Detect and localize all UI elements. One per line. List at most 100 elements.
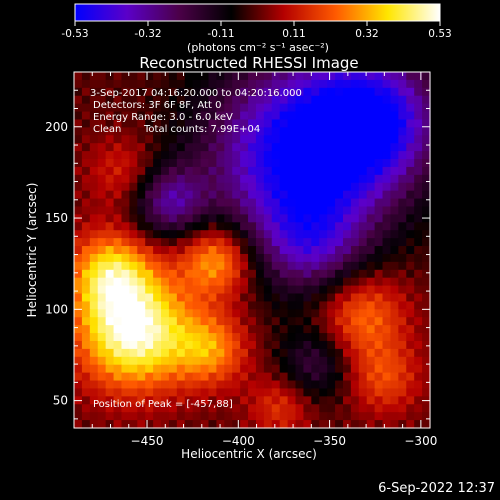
heatmap-cell xyxy=(74,95,83,105)
heatmap-cell xyxy=(366,222,376,231)
heatmap-cell xyxy=(105,412,115,421)
heatmap-cell xyxy=(224,309,233,318)
heatmap-cell xyxy=(342,348,352,358)
heatmap-cell xyxy=(335,238,344,247)
heatmap-cell xyxy=(168,372,178,382)
heatmap-cell xyxy=(295,396,305,405)
heatmap-cell xyxy=(358,277,368,287)
heatmap-cell xyxy=(200,135,210,144)
heatmap-cell xyxy=(89,380,99,390)
heatmap-cell xyxy=(327,388,336,397)
heatmap-cell xyxy=(105,253,115,263)
heatmap-cell xyxy=(406,285,415,295)
heatmap-cell xyxy=(406,87,415,97)
heatmap-cell xyxy=(319,388,328,397)
heatmap-cell xyxy=(414,261,423,271)
heatmap-cell xyxy=(105,380,115,390)
heatmap-cell xyxy=(255,230,265,239)
heatmap-cell xyxy=(295,174,305,184)
heatmap-cell xyxy=(81,348,91,358)
heatmap-cell xyxy=(327,72,336,81)
heatmap-cell xyxy=(406,356,415,366)
heatmap-cell xyxy=(192,127,202,136)
heatmap-cell xyxy=(105,135,115,144)
heatmap-cell xyxy=(390,412,399,421)
heatmap-cell xyxy=(303,412,312,421)
heatmap-cell xyxy=(168,159,178,168)
heatmap-cell xyxy=(81,301,91,310)
heatmap-cell xyxy=(398,127,407,136)
heatmap-cell xyxy=(303,364,312,374)
heatmap-cell xyxy=(145,127,154,136)
heatmap-cell xyxy=(374,269,384,279)
heatmap-cell xyxy=(97,269,107,279)
heatmap-cell xyxy=(287,246,297,255)
heatmap-cell xyxy=(279,285,289,295)
heatmap-cell xyxy=(358,364,368,374)
heatmap-cell xyxy=(137,246,146,255)
heatmap-cell xyxy=(350,388,360,397)
heatmap-cell xyxy=(263,309,273,318)
heatmap-cell xyxy=(129,325,138,334)
heatmap-cell xyxy=(240,111,249,121)
heatmap-cell xyxy=(168,111,178,121)
heatmap-cell xyxy=(105,333,115,342)
heatmap-cell xyxy=(208,119,217,128)
heatmap-cell xyxy=(303,396,312,405)
heatmap-cell xyxy=(319,174,328,184)
heatmap-cell xyxy=(176,420,186,429)
heatmap-cell xyxy=(382,333,392,342)
heatmap-cell xyxy=(271,79,281,89)
heatmap-cell xyxy=(216,269,225,279)
heatmap-cell xyxy=(271,127,281,136)
heatmap-cell xyxy=(406,396,415,405)
heatmap-cell xyxy=(240,420,249,429)
heatmap-cell xyxy=(398,143,407,152)
heatmap-cell xyxy=(342,404,352,413)
heatmap-cell xyxy=(113,119,123,128)
heatmap-cell xyxy=(121,127,130,136)
heatmap-cell xyxy=(398,238,407,247)
total-counts-text: Total counts: 7.99E+04 xyxy=(143,124,260,135)
heatmap-cell xyxy=(279,119,289,128)
heatmap-cell xyxy=(145,293,154,303)
heatmap-cell xyxy=(414,317,423,326)
heatmap-cell xyxy=(327,333,336,342)
heatmap-cell xyxy=(327,261,336,271)
heatmap-cell xyxy=(319,166,328,176)
heatmap-cell xyxy=(192,301,202,310)
heatmap-cell xyxy=(105,190,115,200)
heatmap-cell xyxy=(374,420,384,429)
heatmap-cell xyxy=(74,420,83,429)
y-tick-label: 150 xyxy=(45,211,68,225)
heatmap-cell xyxy=(374,87,384,97)
heatmap-cell xyxy=(414,111,423,121)
heatmap-cell xyxy=(113,396,123,405)
heatmap-cell xyxy=(311,246,320,255)
peak-position-text: Position of Peak = [-457,88] xyxy=(93,399,233,410)
heatmap-cell xyxy=(74,230,83,239)
heatmap-cell xyxy=(74,285,83,295)
heatmap-cell xyxy=(390,103,399,113)
heatmap-cell xyxy=(374,127,384,136)
heatmap-cell xyxy=(129,396,138,405)
heatmap-cell xyxy=(240,301,249,310)
heatmap-cell xyxy=(216,214,225,223)
heatmap-cell xyxy=(295,222,305,231)
heatmap-cell xyxy=(311,127,320,136)
heatmap-cell xyxy=(176,246,186,255)
heatmap-cell xyxy=(161,230,170,239)
heatmap-cell xyxy=(263,404,273,413)
heatmap-cell xyxy=(200,301,210,310)
heatmap-cell xyxy=(311,230,320,239)
heatmap-cell xyxy=(327,412,336,421)
heatmap-cell xyxy=(295,238,305,247)
heatmap-cell xyxy=(113,127,123,136)
heatmap-cell xyxy=(240,340,249,350)
heatmap-cell xyxy=(192,198,202,208)
heatmap-cell xyxy=(366,285,376,295)
heatmap-cell xyxy=(398,166,407,176)
heatmap-cell xyxy=(105,364,115,374)
heatmap-cell xyxy=(176,380,186,390)
heatmap-cell xyxy=(414,222,423,231)
